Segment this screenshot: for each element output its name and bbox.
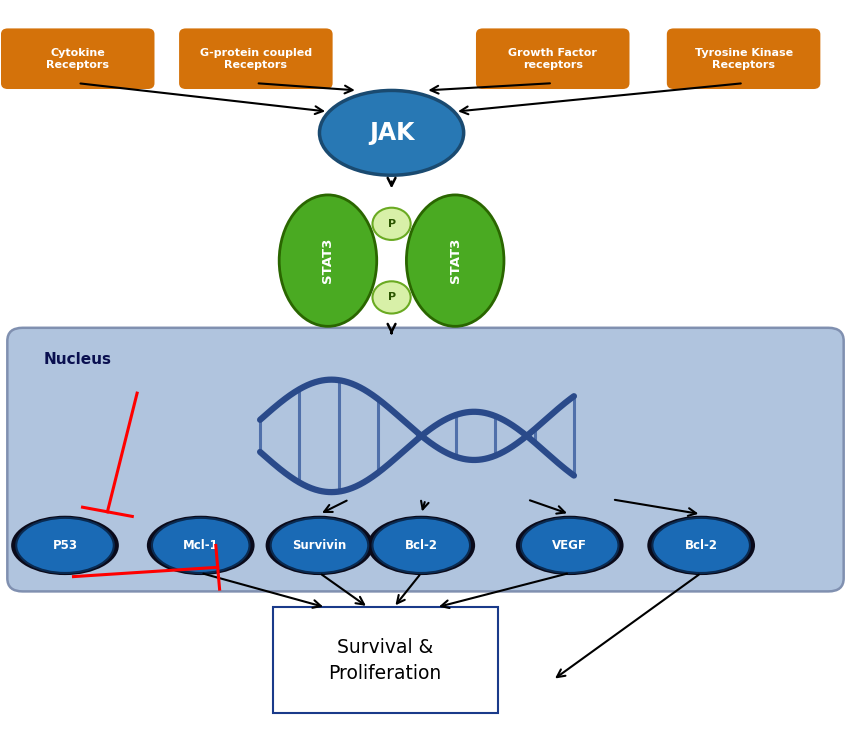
FancyBboxPatch shape (667, 29, 820, 89)
FancyBboxPatch shape (8, 328, 843, 592)
Ellipse shape (373, 517, 470, 573)
Ellipse shape (368, 516, 475, 575)
Ellipse shape (516, 516, 624, 575)
FancyBboxPatch shape (273, 608, 498, 713)
FancyBboxPatch shape (476, 29, 630, 89)
Ellipse shape (11, 516, 119, 575)
Text: Growth Factor
receptors: Growth Factor receptors (508, 48, 597, 70)
Ellipse shape (521, 517, 619, 573)
Text: JAK: JAK (368, 121, 414, 145)
Ellipse shape (279, 195, 377, 326)
Ellipse shape (319, 90, 464, 175)
Ellipse shape (16, 517, 114, 573)
Text: Bcl-2: Bcl-2 (685, 539, 717, 552)
Text: Mcl-1: Mcl-1 (183, 539, 219, 552)
Text: Nucleus: Nucleus (43, 352, 111, 367)
Ellipse shape (407, 195, 504, 326)
Text: P53: P53 (53, 539, 77, 552)
Ellipse shape (266, 516, 374, 575)
Text: VEGF: VEGF (552, 539, 587, 552)
Text: Tyrosine Kinase
Receptors: Tyrosine Kinase Receptors (694, 48, 792, 70)
FancyBboxPatch shape (1, 29, 155, 89)
Ellipse shape (373, 281, 411, 314)
Ellipse shape (373, 207, 411, 240)
Text: P: P (387, 219, 396, 229)
Text: G-protein coupled
Receptors: G-protein coupled Receptors (200, 48, 312, 70)
Text: Survival &
Proliferation: Survival & Proliferation (328, 638, 442, 683)
FancyBboxPatch shape (179, 29, 333, 89)
Ellipse shape (653, 517, 750, 573)
Ellipse shape (271, 517, 368, 573)
Ellipse shape (147, 516, 254, 575)
Text: Bcl-2: Bcl-2 (405, 539, 437, 552)
Ellipse shape (152, 517, 249, 573)
Text: P: P (387, 292, 396, 303)
Text: Survivin: Survivin (293, 539, 346, 552)
Ellipse shape (648, 516, 755, 575)
Text: STAT3: STAT3 (322, 238, 334, 284)
Text: STAT3: STAT3 (448, 238, 462, 284)
Text: Cytokine
Receptors: Cytokine Receptors (46, 48, 109, 70)
